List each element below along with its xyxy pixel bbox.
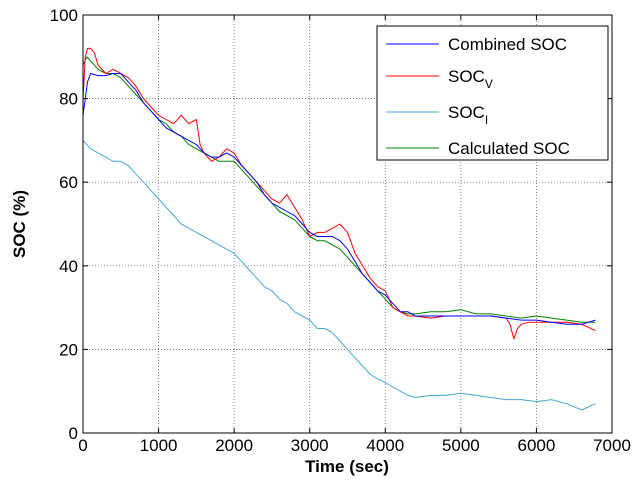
y-tick-label: 20 [59,340,78,359]
legend: Combined SOC SOCV SOCI Calculated SOC [376,25,609,161]
x-tick-label: 5000 [442,436,480,455]
x-tick-label: 2000 [215,436,253,455]
legend-label: SOCV [448,67,493,91]
legend-box [376,25,609,161]
series-line-soci [82,140,596,411]
series-line-combined-soc [82,73,596,325]
y-tick-label: 60 [59,173,78,192]
x-tick-label: 0 [78,436,87,455]
legend-label: SOCI [448,103,488,127]
axis-ticks: 0 1000 2000 3000 4000 5000 6000 7000 0 20 40 60 80 10… [50,6,631,455]
x-tick-label: 7000 [593,436,631,455]
legend-label: Calculated SOC [448,139,570,158]
plot-frame [82,14,613,434]
x-tick-label: 1000 [140,436,178,455]
y-tick-label: 40 [59,257,78,276]
x-tick-label: 4000 [366,436,404,455]
legend-label: Combined SOC [448,35,567,54]
y-tick-label: 80 [59,90,78,109]
y-tick-label: 0 [69,424,78,443]
y-tick-label: 100 [50,6,78,25]
series-lines [82,47,596,411]
x-tick-label: 3000 [291,436,329,455]
x-axis-label: Time (sec) [305,457,389,476]
y-axis-label: SOC (%) [10,190,29,258]
x-tick-label: 6000 [518,436,556,455]
